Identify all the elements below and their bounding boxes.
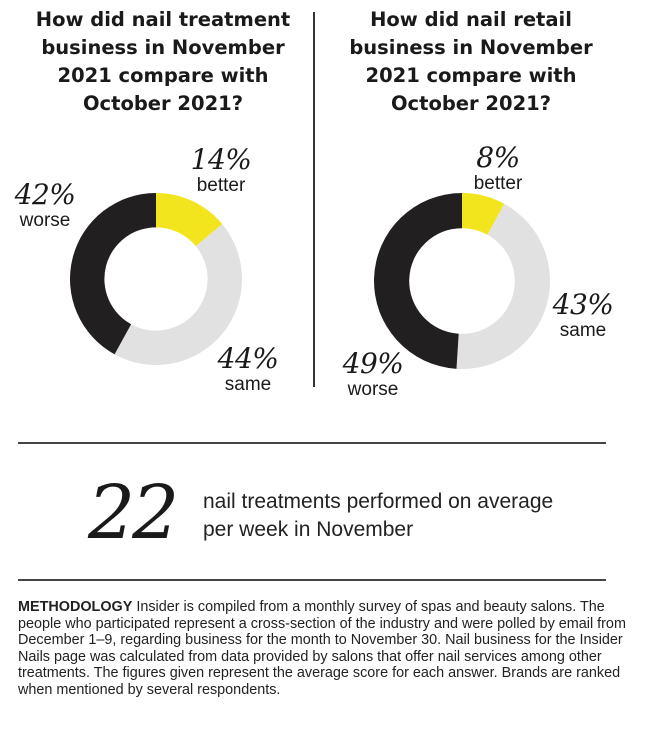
label-treatment-worse: 42% worse xyxy=(0,178,90,231)
pct-retail-worse: 49% xyxy=(342,347,404,380)
word-retail-better: better xyxy=(473,173,523,194)
chart-title-treatment: How did nail treatment business in Novem… xyxy=(35,8,291,115)
donut-chart-treatment xyxy=(69,193,243,366)
label-retail-better: 8% better xyxy=(453,141,543,194)
pct-treatment-same: 44% xyxy=(217,342,279,375)
donut-slice-treatment-same xyxy=(114,224,243,366)
label-treatment-same: 44% same xyxy=(203,342,293,395)
vertical-divider xyxy=(313,12,315,387)
pct-retail-better: 8% xyxy=(476,141,520,174)
pct-treatment-better: 14% xyxy=(190,143,252,176)
donut-slice-retail-worse xyxy=(373,193,462,369)
methodology-paragraph: METHODOLOGY Insider is compiled from a m… xyxy=(18,599,638,699)
donut-slice-retail-better xyxy=(462,193,505,235)
donut-chart-retail xyxy=(373,193,550,369)
stat-text: nail treatments performed on average per… xyxy=(203,490,554,541)
word-treatment-same: same xyxy=(224,374,272,395)
label-retail-worse: 49% worse xyxy=(328,347,418,400)
label-retail-same: 43% same xyxy=(543,288,623,341)
methodology-heading: METHODOLOGY xyxy=(18,599,133,615)
donut-slice-treatment-worse xyxy=(69,193,156,355)
word-treatment-better: better xyxy=(196,175,246,196)
word-treatment-worse: worse xyxy=(19,210,71,231)
chart-title-retail: How did nail retail business in November… xyxy=(349,8,593,115)
pct-retail-same: 43% xyxy=(552,288,614,321)
donut-slice-retail-same xyxy=(456,203,550,369)
divider-bottom xyxy=(18,579,606,581)
methodology-body: Insider is compiled from a monthly surve… xyxy=(18,599,626,698)
stat-number: 22 xyxy=(88,470,179,556)
donut-slice-treatment-better xyxy=(156,193,223,247)
word-retail-same: same xyxy=(559,320,607,341)
label-treatment-better: 14% better xyxy=(176,143,266,196)
divider-top xyxy=(18,442,606,444)
word-retail-worse: worse xyxy=(347,379,399,400)
pct-treatment-worse: 42% xyxy=(14,178,76,211)
